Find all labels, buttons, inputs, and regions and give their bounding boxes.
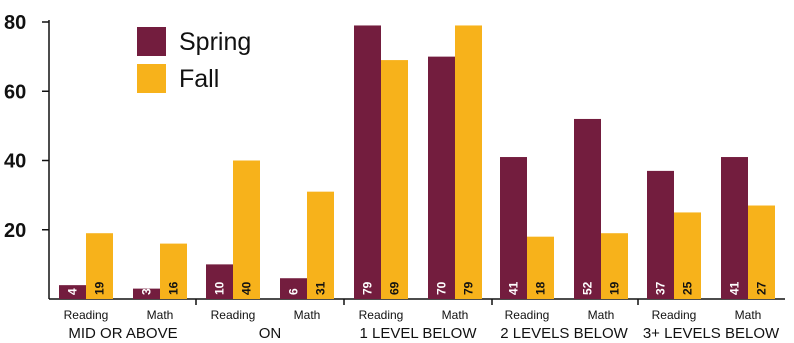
bar-spring <box>59 285 86 299</box>
bar-spring <box>428 56 455 299</box>
bar-fall <box>601 233 628 299</box>
bar-spring <box>647 170 674 299</box>
bar-spring <box>500 157 527 299</box>
group-label: ON <box>259 325 282 342</box>
bar-value-label: 3 <box>140 288 154 295</box>
bar-fall <box>160 243 187 299</box>
bar-spring <box>280 278 307 299</box>
group-label: MID OR ABOVE <box>68 325 177 342</box>
bar-spring <box>574 118 601 299</box>
bar-value-label: 41 <box>728 281 742 295</box>
bar-spring <box>206 264 233 299</box>
bar-value-label: 79 <box>361 281 375 295</box>
bar-value-label: 41 <box>507 281 521 295</box>
bar-fall <box>86 233 113 299</box>
subcategory-label: Math <box>294 308 321 322</box>
group-label: 2 LEVELS BELOW <box>500 325 628 342</box>
bar-fall <box>527 236 554 299</box>
legend-swatch-fall <box>137 64 166 93</box>
subcategory-label: Reading <box>64 308 109 322</box>
group-label: 1 LEVEL BELOW <box>360 325 478 342</box>
bar-value-label: 19 <box>608 281 622 295</box>
bar-fall <box>381 60 408 300</box>
bar-fall <box>307 191 334 299</box>
bar-value-label: 52 <box>581 281 595 295</box>
bar-value-label: 31 <box>314 281 328 295</box>
bar-value-label: 4 <box>66 288 80 295</box>
y-tick-label: 40 <box>4 151 26 173</box>
bar-spring <box>133 288 160 299</box>
bar-value-label: 79 <box>462 281 476 295</box>
bar-fall <box>674 212 701 299</box>
bar-spring <box>721 157 748 299</box>
bar-spring <box>354 25 381 300</box>
bar-value-label: 70 <box>435 281 449 295</box>
y-tick-label: 20 <box>4 220 26 242</box>
subcategory-label: Reading <box>652 308 697 322</box>
subcategory-label: Math <box>442 308 469 322</box>
bar-value-label: 69 <box>388 281 402 295</box>
y-tick-label: 80 <box>4 12 26 34</box>
legend-swatch-spring <box>137 27 166 56</box>
bar-value-label: 16 <box>167 281 181 295</box>
y-tick-label: 60 <box>4 81 26 103</box>
bar-fall <box>748 205 775 299</box>
legend-label: Spring <box>179 28 251 56</box>
bar-value-label: 25 <box>681 281 695 295</box>
bar-fall <box>455 25 482 300</box>
legend-label: Fall <box>179 65 219 93</box>
subcategory-label: Reading <box>505 308 550 322</box>
bar-value-label: 27 <box>755 281 769 295</box>
bar-value-label: 40 <box>240 281 254 295</box>
bar-value-label: 18 <box>534 281 548 295</box>
subcategory-label: Math <box>588 308 615 322</box>
subcategory-label: Reading <box>211 308 256 322</box>
bar-value-label: 10 <box>213 281 227 295</box>
bar-fall <box>233 160 260 299</box>
subcategory-label: Math <box>147 308 174 322</box>
subcategory-label: Math <box>735 308 762 322</box>
bars: 4 19 3 16 10 40 6 31 79 69 70 79 41 18 52 19 37 25 41 27 <box>59 25 775 300</box>
group-label: 3+ LEVELS BELOW <box>643 325 780 342</box>
bar-value-label: 37 <box>654 281 668 295</box>
subcategory-label: Reading <box>359 308 404 322</box>
bar-value-label: 6 <box>287 288 301 295</box>
bar-value-label: 19 <box>93 281 107 295</box>
legend: Spring Fall <box>137 27 251 93</box>
